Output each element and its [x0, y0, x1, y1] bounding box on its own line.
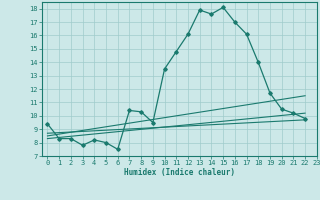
X-axis label: Humidex (Indice chaleur): Humidex (Indice chaleur) — [124, 168, 235, 177]
